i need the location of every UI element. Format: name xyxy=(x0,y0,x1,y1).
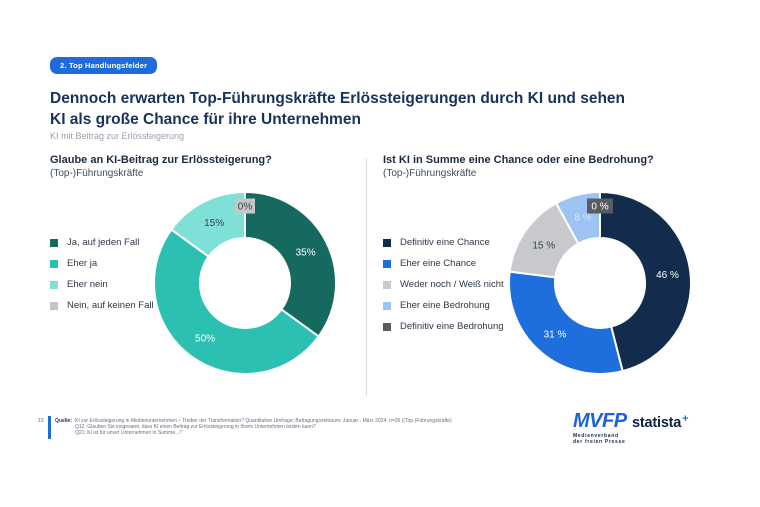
legend-item: Eher eine Bedrohung xyxy=(383,300,504,311)
zero-value-label-box xyxy=(235,198,255,214)
legend-label: Definitiv eine Bedrohung xyxy=(400,321,504,332)
column-divider xyxy=(366,158,367,396)
donut-segment xyxy=(508,270,624,375)
legend-label: Ja, auf jeden Fall xyxy=(67,237,140,248)
footer-accent-bar xyxy=(48,416,51,439)
donut-segment xyxy=(153,228,320,375)
slide-title: Dennoch erwarten Top-Führungskräfte Erlö… xyxy=(50,88,625,130)
legend-swatch xyxy=(50,280,58,289)
donut-segment xyxy=(170,191,246,258)
statista-logo-text: statista xyxy=(632,415,682,431)
legend-label: Eher nein xyxy=(67,279,108,290)
mvfp-tagline-line-1: Medienverband xyxy=(573,433,619,439)
donut-segment xyxy=(599,191,692,373)
legend-item: Definitiv eine Chance xyxy=(383,237,504,248)
right-chart-subtitle: (Top-)Führungskräfte xyxy=(383,168,477,179)
segment-value-label: 0% xyxy=(238,202,253,213)
mvfp-tagline: Medienverband der freien Presse xyxy=(573,433,643,445)
segment-value-label: 15 % xyxy=(532,240,555,251)
slide-title-line-2: KI als große Chance für ihre Unternehmen xyxy=(50,111,361,128)
section-badge: 2. Top Handlungsfelder xyxy=(50,57,158,74)
legend-swatch xyxy=(383,280,391,289)
segment-value-label: 50% xyxy=(195,334,215,345)
slide-subtitle: KI mit Beitrag zur Erlössteigerung xyxy=(50,131,185,141)
left-chart-legend: Ja, auf jeden Fall Eher ja Eher nein Nein, … xyxy=(50,237,154,321)
legend-item: Eher nein xyxy=(50,279,154,290)
segment-value-label: 8 % xyxy=(574,213,591,224)
segment-value-label: 31 % xyxy=(544,330,567,341)
segment-value-label: 15% xyxy=(204,218,224,229)
mvfp-logo: MVFP Medienverband der freien Presse xyxy=(573,411,643,445)
legend-item: Eher ja xyxy=(50,258,154,269)
donut-chart-erloessteigerung: 35% 50% 15% 0% xyxy=(153,191,337,375)
source-line-1: KI zur Erlössteigerung in Medienunterneh… xyxy=(75,418,452,424)
slide-title-line-1: Dennoch erwarten Top-Führungskräfte Erlö… xyxy=(50,90,625,107)
page-number: 10 xyxy=(38,418,44,424)
legend-item: Ja, auf jeden Fall xyxy=(50,237,154,248)
legend-swatch xyxy=(50,238,58,247)
legend-swatch xyxy=(383,301,391,310)
zero-value-label-box xyxy=(587,198,613,214)
source-line-3: Q21: KI ist für unser Unternehmen in Sum… xyxy=(75,430,182,436)
source-line-2: Q12: Glauben Sie insgesamt, dass KI eine… xyxy=(75,424,316,430)
statista-logo: statista+ xyxy=(632,413,689,431)
segment-value-label: 46 % xyxy=(656,270,679,281)
left-chart-title: Glaube an KI-Beitrag zur Erlössteigerung… xyxy=(50,154,272,166)
donut-segment xyxy=(244,191,337,338)
legend-item: Weder noch / Weiß nicht xyxy=(383,279,504,290)
mvfp-logo-text: MVFP xyxy=(573,410,627,432)
statista-plus-icon: + xyxy=(682,413,689,425)
legend-swatch xyxy=(50,259,58,268)
legend-label: Eher eine Chance xyxy=(400,258,477,269)
source-text: KI zur Erlössteigerung in Medienunterneh… xyxy=(75,418,452,436)
right-chart-title: Ist KI in Summe eine Chance oder eine Be… xyxy=(383,154,654,166)
legend-swatch xyxy=(50,301,58,310)
mvfp-tagline-line-2: der freien Presse xyxy=(573,439,626,445)
legend-label: Weder noch / Weiß nicht xyxy=(400,279,504,290)
legend-item: Nein, auf keinen Fall xyxy=(50,300,154,311)
legend-label: Nein, auf keinen Fall xyxy=(67,300,154,311)
legend-item: Definitiv eine Bedrohung xyxy=(383,321,504,332)
legend-label: Eher eine Bedrohung xyxy=(400,300,490,311)
legend-label: Definitiv eine Chance xyxy=(400,237,490,248)
legend-swatch xyxy=(383,259,391,268)
donut-chart-chance-bedrohung: 46 % 31 % 15 % 8 %0 % xyxy=(508,191,692,375)
legend-label: Eher ja xyxy=(67,258,98,269)
left-chart-subtitle: (Top-)Führungskräfte xyxy=(50,168,144,179)
legend-swatch xyxy=(383,322,391,331)
source-label: Quelle: xyxy=(55,418,72,424)
legend-swatch xyxy=(383,238,391,247)
segment-value-label: 0 % xyxy=(591,202,608,213)
segment-value-label: 35% xyxy=(296,248,316,259)
right-chart-legend: Definitiv eine Chance Eher eine Chance Wed… xyxy=(383,237,504,342)
legend-item: Eher eine Chance xyxy=(383,258,504,269)
